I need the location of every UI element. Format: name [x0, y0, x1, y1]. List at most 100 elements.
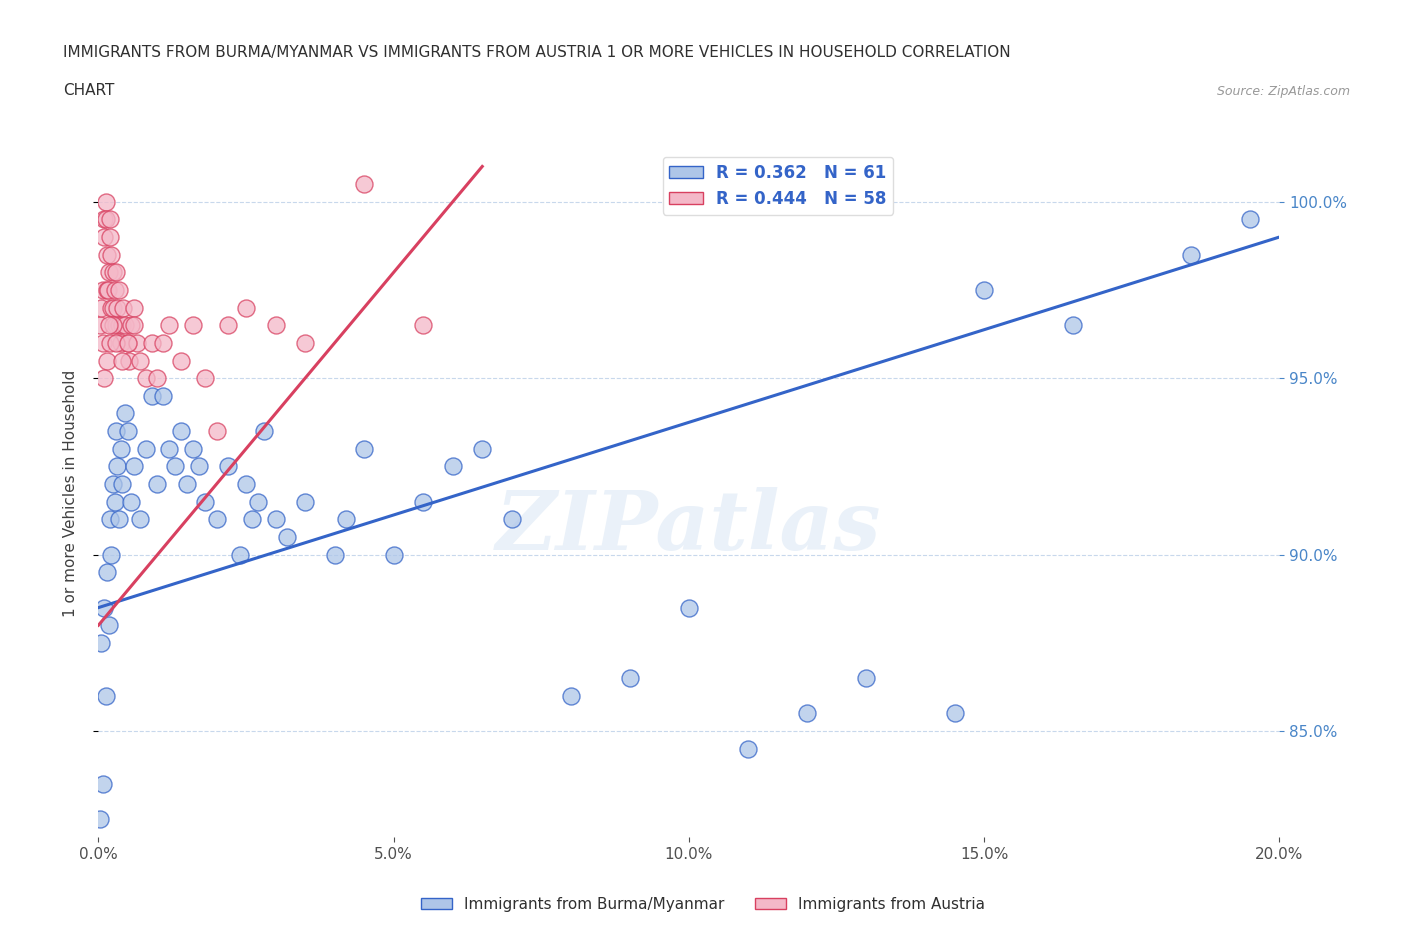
Point	[1239, 212, 1261, 227]
Point	[412, 494, 434, 509]
Point	[264, 318, 287, 333]
Point	[96, 565, 118, 579]
Point	[105, 424, 128, 439]
Point	[122, 459, 145, 474]
Point	[135, 371, 157, 386]
Point	[98, 265, 121, 280]
Point	[229, 547, 252, 562]
Point	[111, 477, 134, 492]
Point	[103, 265, 125, 280]
Point	[98, 318, 121, 333]
Point	[91, 283, 114, 298]
Point	[108, 512, 131, 526]
Point	[253, 424, 276, 439]
Point	[103, 300, 125, 315]
Point	[90, 300, 112, 315]
Point	[246, 494, 269, 509]
Point	[157, 442, 180, 457]
Point	[111, 353, 134, 368]
Point	[111, 318, 134, 333]
Point	[103, 318, 125, 333]
Point	[100, 300, 122, 315]
Point	[104, 283, 127, 298]
Point	[100, 547, 122, 562]
Point	[471, 442, 494, 457]
Point	[323, 547, 346, 562]
Point	[110, 336, 132, 351]
Point	[217, 459, 239, 474]
Point	[943, 706, 966, 721]
Point	[94, 212, 117, 227]
Point	[93, 212, 115, 227]
Point	[114, 318, 136, 333]
Point	[973, 283, 995, 298]
Point	[335, 512, 357, 526]
Point	[96, 353, 118, 368]
Point	[294, 336, 316, 351]
Point	[94, 194, 117, 209]
Point	[122, 318, 145, 333]
Point	[117, 336, 139, 351]
Point	[441, 459, 464, 474]
Point	[98, 212, 121, 227]
Y-axis label: 1 or more Vehicles in Household: 1 or more Vehicles in Household	[63, 369, 77, 617]
Point	[205, 512, 228, 526]
Point	[120, 318, 142, 333]
Point	[128, 353, 150, 368]
Point	[855, 671, 877, 685]
Point	[117, 336, 139, 351]
Point	[120, 494, 142, 509]
Point	[103, 477, 125, 492]
Point	[176, 477, 198, 492]
Point	[96, 247, 118, 262]
Point	[412, 318, 434, 333]
Point	[91, 336, 114, 351]
Point	[108, 318, 131, 333]
Point	[117, 424, 139, 439]
Point	[146, 371, 169, 386]
Text: Source: ZipAtlas.com: Source: ZipAtlas.com	[1216, 85, 1350, 98]
Point	[146, 477, 169, 492]
Point	[98, 512, 121, 526]
Point	[619, 671, 641, 685]
Point	[1180, 247, 1202, 262]
Point	[1062, 318, 1084, 333]
Point	[122, 300, 145, 315]
Point	[194, 371, 217, 386]
Point	[93, 230, 115, 245]
Point	[98, 336, 121, 351]
Point	[135, 442, 157, 457]
Point	[187, 459, 209, 474]
Point	[165, 459, 187, 474]
Point	[105, 300, 128, 315]
Point	[100, 247, 122, 262]
Point	[240, 512, 263, 526]
Point	[152, 389, 174, 404]
Point	[217, 318, 239, 333]
Point	[105, 265, 128, 280]
Point	[98, 618, 121, 632]
Point	[89, 812, 111, 827]
Point	[276, 529, 298, 544]
Point	[105, 336, 128, 351]
Point	[737, 741, 759, 756]
Point	[110, 442, 132, 457]
Point	[353, 177, 375, 192]
Point	[105, 459, 128, 474]
Point	[98, 230, 121, 245]
Point	[235, 300, 257, 315]
Point	[170, 353, 193, 368]
Point	[128, 512, 150, 526]
Point	[294, 494, 316, 509]
Point	[560, 688, 582, 703]
Point	[93, 371, 115, 386]
Point	[114, 406, 136, 421]
Point	[205, 424, 228, 439]
Point	[353, 442, 375, 457]
Point	[104, 494, 127, 509]
Point	[96, 283, 118, 298]
Legend: Immigrants from Burma/Myanmar, Immigrants from Austria: Immigrants from Burma/Myanmar, Immigrant…	[415, 891, 991, 918]
Legend: R = 0.362   N = 61, R = 0.444   N = 58: R = 0.362 N = 61, R = 0.444 N = 58	[662, 157, 893, 215]
Point	[170, 424, 193, 439]
Point	[94, 688, 117, 703]
